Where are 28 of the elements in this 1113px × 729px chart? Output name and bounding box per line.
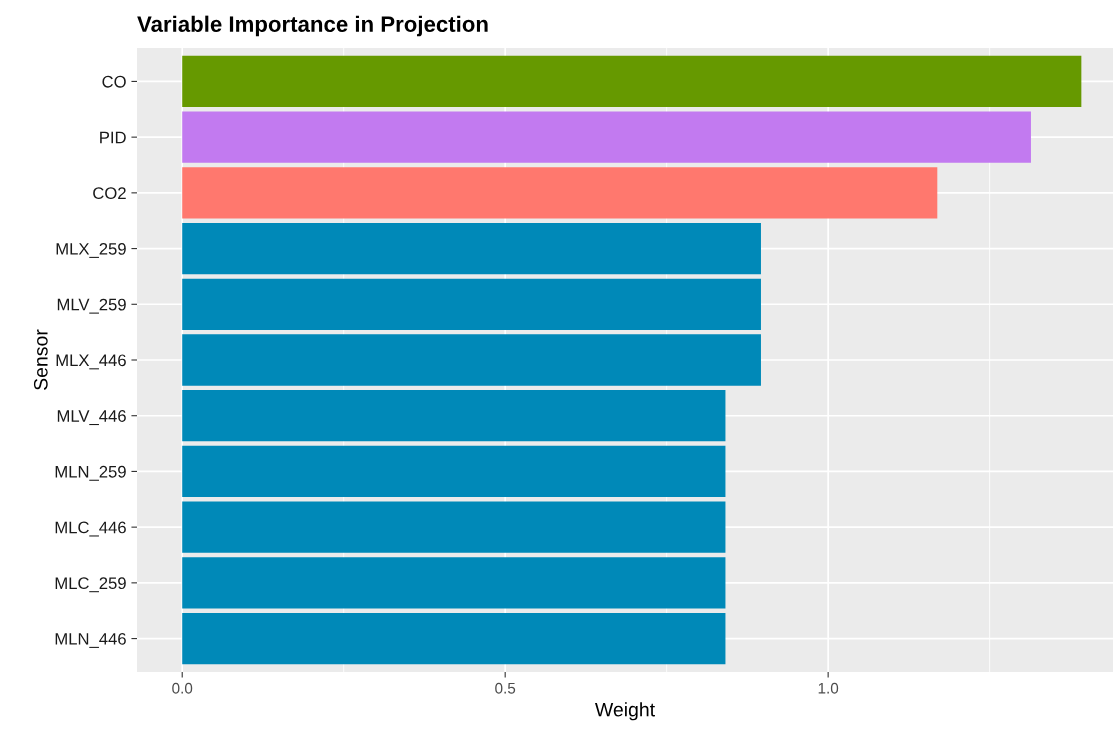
y-tick-label: PID [100, 131, 126, 144]
x-tick-label: 1.0 [818, 682, 839, 694]
y-tick-label: CO [102, 75, 126, 88]
bar [182, 445, 726, 498]
bar [182, 278, 761, 330]
bar [182, 111, 1031, 163]
x-tick-label: 0.5 [495, 682, 516, 694]
y-tick-label: MLX_446 [56, 354, 126, 370]
x-tick-label: 0.0 [172, 682, 193, 694]
y-tick-label: MLX_259 [56, 242, 126, 258]
bar [182, 222, 761, 275]
y-tick-label: MLV_259 [57, 298, 126, 314]
y-tick-label: MLC_259 [55, 577, 126, 593]
y-tick-label: MLN_259 [55, 465, 126, 481]
y-tick-label: MLC_446 [55, 521, 126, 537]
y-axis-title: Sensor [33, 329, 48, 390]
bar [182, 501, 726, 553]
y-tick-label: MLV_446 [57, 410, 126, 426]
bar [182, 167, 938, 219]
chart-title: Variable Importance in Projection [137, 15, 488, 37]
bar [182, 55, 1082, 108]
bar [182, 390, 726, 442]
y-tick-label: MLN_446 [55, 632, 126, 648]
bar [182, 612, 726, 665]
x-axis-title: Weight [595, 702, 655, 721]
bar [182, 557, 726, 609]
bar [182, 334, 761, 386]
y-tick-label: CO2 [93, 187, 126, 200]
